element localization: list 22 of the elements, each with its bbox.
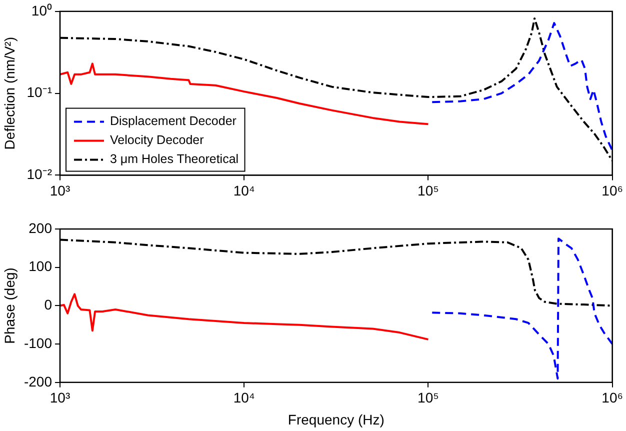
x-tick-label: 10⁴ bbox=[233, 182, 255, 198]
x-tick-label: 10⁴ bbox=[233, 390, 255, 406]
x-tick-label: 10⁶ bbox=[602, 182, 624, 198]
legend-label: Displacement Decoder bbox=[110, 114, 236, 128]
y-tick-label: 10⁻¹ bbox=[26, 84, 52, 100]
y-tick-label: 10⁻² bbox=[26, 166, 52, 182]
y-tick-label: 100 bbox=[28, 258, 52, 274]
x-tick-label: 10³ bbox=[50, 182, 70, 198]
x-axis-title: Frequency (Hz) bbox=[288, 411, 384, 428]
y-tick-label: 0 bbox=[44, 296, 52, 313]
x-tick-label: 10⁵ bbox=[418, 390, 439, 406]
y-axis-title: Deflection (nm/V²) bbox=[1, 36, 18, 150]
y-tick-label: 200 bbox=[28, 220, 52, 236]
legend-label: 3 μm Holes Theoretical bbox=[110, 152, 239, 166]
x-tick-label: 10³ bbox=[50, 390, 70, 406]
y-tick-label: -100 bbox=[24, 334, 52, 351]
y-axis-title: Phase (deg) bbox=[1, 268, 18, 344]
legend-label: Velocity Decoder bbox=[110, 133, 204, 148]
x-tick-label: 10⁶ bbox=[602, 390, 624, 406]
x-tick-label: 10⁵ bbox=[418, 182, 439, 198]
y-tick-label: 10⁰ bbox=[31, 2, 52, 18]
y-tick-label: -200 bbox=[24, 373, 52, 390]
